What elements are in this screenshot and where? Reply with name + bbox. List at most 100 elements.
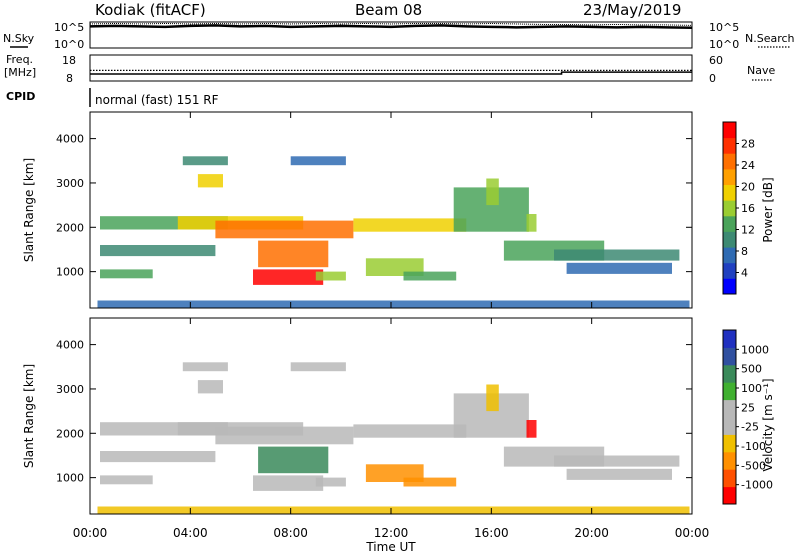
power-colorbar-cell-0 xyxy=(723,278,736,295)
vel-echo-region-6 xyxy=(258,446,329,474)
velocity-colorbar-cell-7 xyxy=(723,364,736,383)
power-echo-region-13 xyxy=(290,156,346,166)
power-echo-region-5 xyxy=(100,269,153,279)
power-echo-region-4 xyxy=(100,245,216,257)
power-colorbar-cell-2 xyxy=(723,247,736,264)
vel-echo-region-8 xyxy=(315,477,346,487)
power-colorbar-label-3: 16 xyxy=(741,202,755,215)
power-y-tick-label-1: 2000 xyxy=(56,221,84,234)
power-data-layer xyxy=(97,156,690,308)
nave-tick-bottom: 0 xyxy=(709,72,716,85)
vel-echo-region-19 xyxy=(566,468,672,480)
vel-echo-region-20 xyxy=(97,506,690,514)
x-axis-title: Time UT xyxy=(365,540,416,554)
power-echo-region-2 xyxy=(215,220,354,239)
velocity-colorbar-frame xyxy=(722,329,737,505)
power-colorbar-cell-5 xyxy=(723,200,736,217)
power-echo-region-19 xyxy=(566,262,672,274)
power-colorbar-label-5: 24 xyxy=(741,159,755,172)
x-tick-label-6: 00:00 xyxy=(675,526,710,540)
power-echo-region-15 xyxy=(486,178,499,206)
power-colorbar: 4 8 12 16 20 24 28 xyxy=(722,121,755,295)
power-echo-region-9 xyxy=(365,258,424,276)
vel-echo-region-13 xyxy=(290,362,346,372)
velocity-colorbar: 1000 500 100 25 -25 -100 -500 -1000 xyxy=(722,329,773,505)
power-colorbar-title: Power [dB] xyxy=(761,177,775,242)
power-echo-region-6 xyxy=(258,240,329,268)
power-echo-region-12 xyxy=(197,174,223,188)
power-colorbar-label-6: 28 xyxy=(741,138,755,151)
velocity-colorbar-label-5: -100 xyxy=(741,440,766,453)
x-tick-label-2: 08:00 xyxy=(273,526,308,540)
power-colorbar-cell-6 xyxy=(723,184,736,201)
velocity-colorbar-cell-5 xyxy=(723,399,736,418)
power-colorbar-label-0: 4 xyxy=(741,267,748,280)
velocity-colorbar-label-3: 25 xyxy=(741,401,755,414)
n-sky-tick-top: 10^5 xyxy=(54,21,84,34)
power-colorbar-label-4: 20 xyxy=(741,181,755,194)
nave-tick-top: 60 xyxy=(709,54,723,67)
vel-echo-region-10 xyxy=(403,477,457,487)
power-echo-region-18 xyxy=(554,249,680,261)
power-colorbar-cell-1 xyxy=(723,262,736,279)
power-colorbar-label-1: 8 xyxy=(741,245,748,258)
x-tick-label-4: 16:00 xyxy=(474,526,509,540)
cpid-label: CPID xyxy=(6,90,35,103)
vel-echo-region-16 xyxy=(526,420,537,438)
vel-y-tick-label-0: 1000 xyxy=(56,472,84,485)
velocity-colorbar-label-2: 100 xyxy=(741,382,762,395)
power-colorbar-cell-7 xyxy=(723,168,736,185)
vel-echo-region-7 xyxy=(253,475,324,491)
freq-tick-top: 18 xyxy=(62,54,76,67)
velocity-colorbar-cell-1 xyxy=(723,469,736,488)
velocity-colorbar-label-6: -500 xyxy=(741,459,766,472)
freq-label: Freq. xyxy=(6,53,33,66)
power-echo-region-8 xyxy=(315,271,346,281)
velocity-colorbar-label-1: 500 xyxy=(741,363,762,376)
power-colorbar-cell-8 xyxy=(723,153,736,170)
n-search-tick-bottom: 10^0 xyxy=(709,38,739,51)
x-tick-label-0: 00:00 xyxy=(73,526,108,540)
noise-panel: N.Sky 10^5 10^0 10^5 10^0 N.Search xyxy=(3,21,795,51)
x-tick-label-5: 20:00 xyxy=(574,526,609,540)
freq-panel-frame xyxy=(89,54,693,82)
vel-y-tick-label-3: 4000 xyxy=(56,339,84,352)
velocity-colorbar-cell-8 xyxy=(723,347,736,366)
velocity-colorbar-cell-9 xyxy=(723,330,736,348)
power-echo-region-3 xyxy=(353,218,467,232)
velocity-colorbar-title: Velocity [m s⁻¹] xyxy=(761,378,775,471)
cpid-mode: normal (fast) 151 RF xyxy=(95,93,219,107)
date-title: 23/May/2019 xyxy=(583,1,681,19)
vel-echo-region-12 xyxy=(197,380,223,394)
power-colorbar-cell-3 xyxy=(723,231,736,248)
x-tick-label-1: 04:00 xyxy=(173,526,208,540)
power-colorbar-cell-10 xyxy=(723,122,736,139)
velocity-colorbar-cell-0 xyxy=(723,486,736,505)
power-y-tick-label-2: 3000 xyxy=(56,177,84,190)
n-sky-trace xyxy=(89,24,693,30)
velocity-colorbar-cell-6 xyxy=(723,382,736,401)
power-y-tick-label-3: 4000 xyxy=(56,133,84,146)
nave-label: Nave xyxy=(747,64,775,77)
vel-echo-region-4 xyxy=(100,451,216,463)
power-echo-region-10 xyxy=(403,271,457,281)
n-sky-label: N.Sky xyxy=(3,32,35,45)
n-sky-tick-bottom: 10^0 xyxy=(54,38,84,51)
power-panel-frame xyxy=(89,111,693,309)
velocity-colorbar-cell-4 xyxy=(723,417,736,435)
freq-unit-label: [MHz] xyxy=(4,66,36,79)
n-search-trace xyxy=(89,22,693,26)
velocity-colorbar-cell-3 xyxy=(723,434,736,453)
power-panel: 1000 2000 3000 4000 Slant Range [km] xyxy=(22,111,693,309)
power-colorbar-label-2: 12 xyxy=(741,224,755,237)
velocity-colorbar-label-7: -1000 xyxy=(741,479,773,492)
power-y-axis-title: Slant Range [km] xyxy=(22,158,36,262)
velocity-panel-frame xyxy=(89,317,693,515)
noise-panel-frame xyxy=(89,21,693,49)
vel-echo-region-9 xyxy=(365,464,424,482)
power-y-ticks: 1000 2000 3000 4000 xyxy=(56,133,692,279)
x-tick-label-3: 12:00 xyxy=(374,526,409,540)
power-y-tick-label-0: 1000 xyxy=(56,266,84,279)
velocity-colorbar-label-0: 1000 xyxy=(741,343,769,356)
